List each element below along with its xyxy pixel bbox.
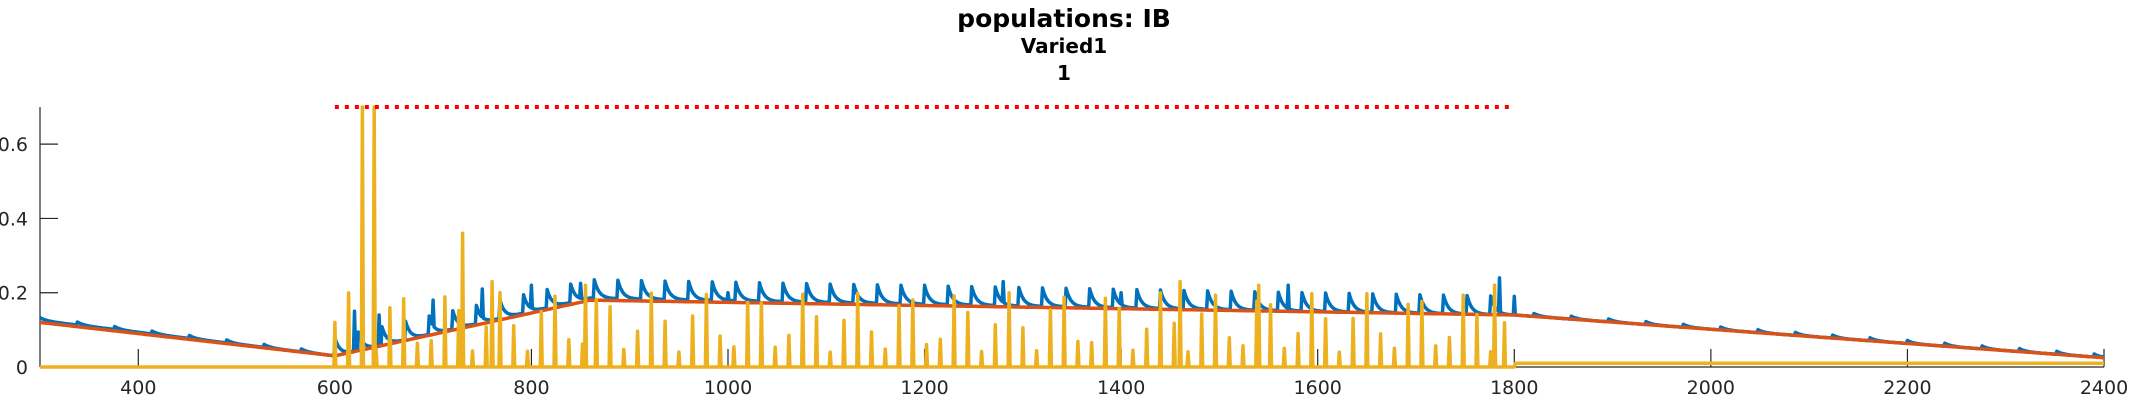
y-tick-label: 0.4 [0, 208, 28, 230]
x-tick-label: 2200 [1883, 377, 1931, 399]
x-tick-label: 800 [513, 377, 549, 399]
chart-title: populations: IB [957, 4, 1171, 33]
chart-subtitle: Varied1 [1021, 34, 1107, 58]
x-tick-label: 2400 [2080, 377, 2128, 399]
x-tick-label: 1000 [704, 377, 752, 399]
chart-subtitle-2: 1 [1057, 61, 1071, 85]
x-tick-label: 1600 [1294, 377, 1342, 399]
x-tick-label: 1200 [900, 377, 948, 399]
y-tick-label: 0.6 [0, 134, 28, 156]
axis-ticks: 400 600 800 1000 1200 1400 1600 1800 2000 2200 240… [0, 134, 2128, 399]
y-tick-label: 0.2 [0, 283, 28, 305]
plot-area: 400 600 800 1000 1200 1400 1600 1800 2000 2200 240… [0, 105, 2128, 399]
series-3-line [39, 105, 2105, 369]
series-2-line [39, 298, 2105, 360]
x-tick-label: 1400 [1097, 377, 1145, 399]
y-tick-label: 0 [16, 357, 28, 379]
x-tick-label: 2000 [1687, 377, 1735, 399]
series-1-line [39, 276, 2105, 359]
series-layer [39, 105, 2105, 369]
x-tick-label: 1800 [1490, 377, 1538, 399]
x-tick-label: 400 [120, 377, 156, 399]
x-tick-label: 600 [317, 377, 353, 399]
